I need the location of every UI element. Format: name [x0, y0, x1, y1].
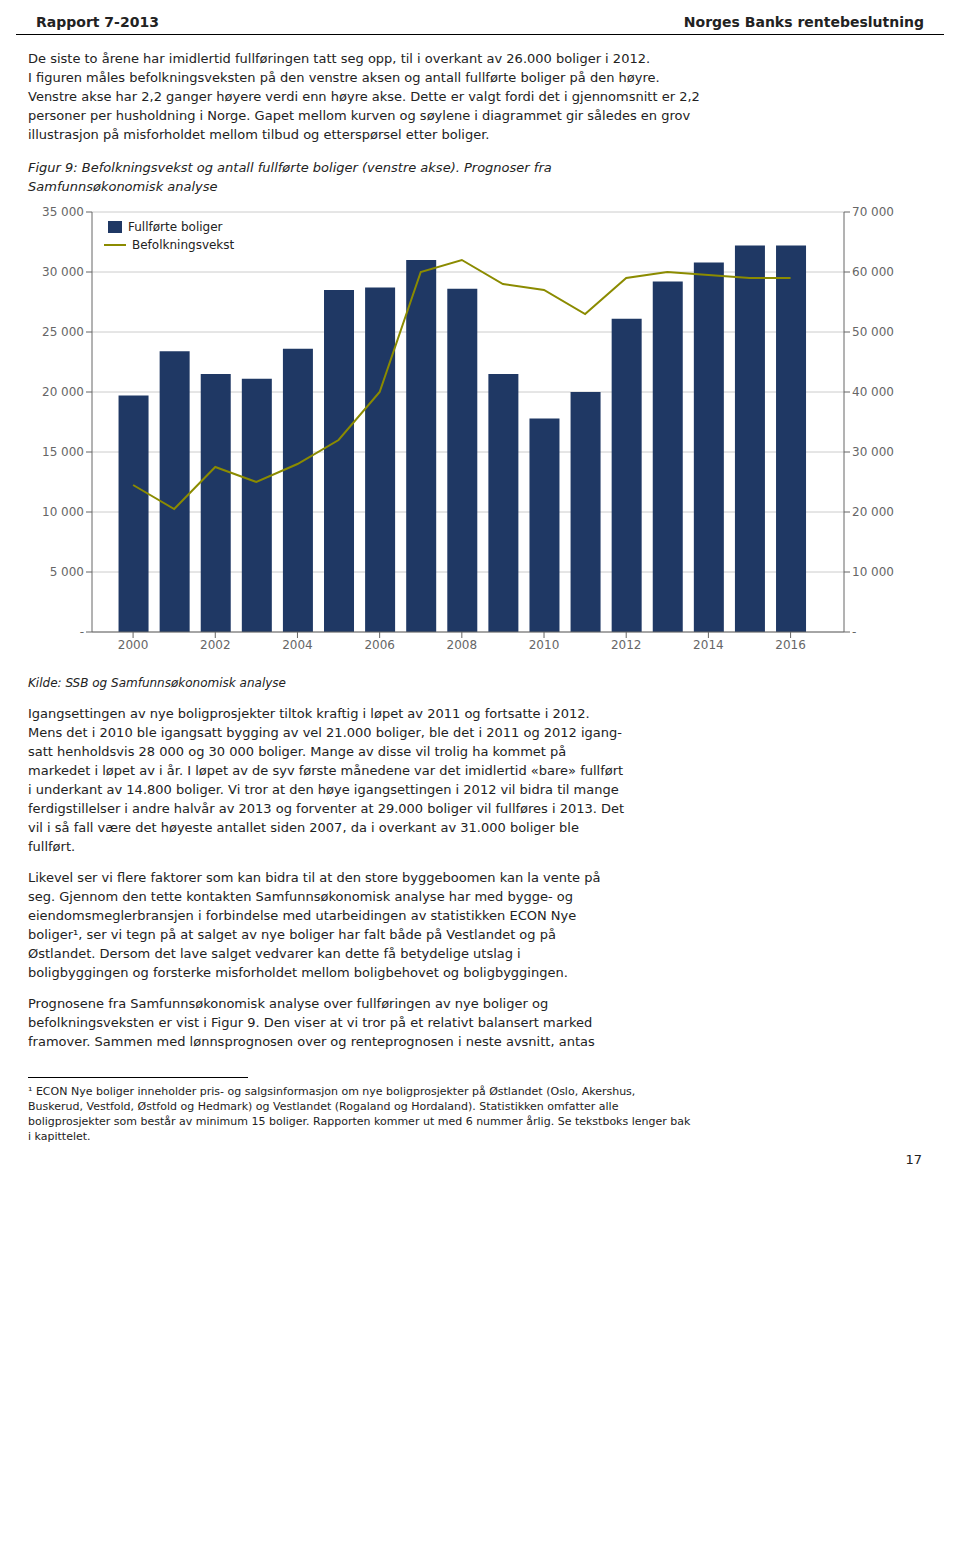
svg-text:10 000: 10 000 — [42, 505, 84, 519]
html-text:¹ ECON Nye boliger inneholder: ¹ ECON Nye boliger inneholder pris- og s… — [28, 1085, 636, 1098]
html-text:17: 17 — [905, 1152, 922, 1167]
html-text:Figur 9: Befolkningsvekst og a: Figur 9: Befolkningsvekst og antall full… — [28, 160, 552, 194]
html-text:i underkant av 14.800 boliger.: i underkant av 14.800 boliger. Vi tror a… — [28, 782, 619, 797]
svg-text:20 000: 20 000 — [852, 505, 894, 519]
html-text:Igangsettingen av nye boligpro: Igangsettingen av nye boligprosjekter ti… — [28, 706, 590, 721]
svg-text:2006: 2006 — [364, 638, 395, 652]
svg-text:2000: 2000 — [118, 638, 149, 652]
svg-text:30 000: 30 000 — [42, 265, 84, 279]
html-text:markedet i løpet av i år. I lø: markedet i løpet av i år. I løpet av de … — [28, 763, 624, 778]
svg-text:2004: 2004 — [282, 638, 313, 652]
html-text:Kilde: SSB og Samfunnsøkonomis: Kilde: SSB og Samfunnsøkonomisk analyse — [28, 676, 286, 690]
html-text:satt henholdsvis 28 000 og 30: satt henholdsvis 28 000 og 30 000 bolige… — [28, 744, 567, 759]
svg-text:2010: 2010 — [529, 638, 560, 652]
html-text:Fullførte boliger: Fullførte boliger — [128, 220, 223, 234]
html-text:De siste to årene har imidlert: De siste to årene har imidlertid fullfør… — [28, 51, 651, 66]
svg-text:2014: 2014 — [693, 638, 724, 652]
svg-text:2016: 2016 — [775, 638, 806, 652]
html-text:befolkningsveksten er vist i F: befolkningsveksten er vist i Figur 9. De… — [28, 1015, 593, 1030]
html-text:boligprosjekter som består av: boligprosjekter som består av minimum 15… — [28, 1115, 691, 1128]
html-text:personer per husholdning i Nor: personer per husholdning i Norge. Gapet … — [28, 108, 691, 123]
html-text:Østlandet. Dersom det lave sal: Østlandet. Dersom det lave salget vedvar… — [28, 946, 521, 961]
svg-text:2002: 2002 — [200, 638, 231, 652]
svg-text:50 000: 50 000 — [852, 325, 894, 339]
html-text:seg. Gjennom den tette kontakt: seg. Gjennom den tette kontakten Samfunn… — [28, 889, 573, 904]
html-text:Norges Banks rentebeslutning: Norges Banks rentebeslutning — [683, 14, 924, 30]
svg-text:35 000: 35 000 — [42, 205, 84, 219]
html-text:Buskerud, Vestfold, Østfold og: Buskerud, Vestfold, Østfold og Hedmark) … — [28, 1100, 619, 1113]
html-text:boliger¹, ser vi tegn på at sa: boliger¹, ser vi tegn på at salget av ny… — [28, 927, 556, 942]
html-text:I figuren måles befolkningsvek: I figuren måles befolkningsveksten på de… — [28, 70, 660, 85]
svg-text:15 000: 15 000 — [42, 445, 84, 459]
html-text:vil i så fall være det høyeste: vil i så fall være det høyeste antallet … — [28, 820, 579, 835]
svg-text:-: - — [852, 625, 856, 639]
svg-text:-: - — [80, 625, 84, 639]
svg-text:25 000: 25 000 — [42, 325, 84, 339]
svg-text:10 000: 10 000 — [852, 565, 894, 579]
html-text:Likevel ser vi flere faktorer: Likevel ser vi flere faktorer som kan bi… — [28, 870, 601, 885]
html-text:fullført.: fullført. — [28, 839, 76, 854]
svg-text:70 000: 70 000 — [852, 205, 894, 219]
svg-text:40 000: 40 000 — [852, 385, 894, 399]
html-text:Befolkningsvekst: Befolkningsvekst — [132, 238, 235, 252]
svg-text:60 000: 60 000 — [852, 265, 894, 279]
html-text:ferdigstillelser i andre halvå: ferdigstillelser i andre halvår av 2013 … — [28, 801, 625, 816]
html-text:boligbyggingen og forsterke mi: boligbyggingen og forsterke misforholdet… — [28, 965, 568, 980]
html-text:framover. Sammen med lønnsprog: framover. Sammen med lønnsprognosen over… — [28, 1034, 595, 1049]
svg-text:2012: 2012 — [611, 638, 642, 652]
html-text:i kapittelet.: i kapittelet. — [28, 1130, 91, 1143]
html-text:Rapport 7-2013: Rapport 7-2013 — [36, 14, 159, 30]
svg-text:20 000: 20 000 — [42, 385, 84, 399]
html-text:Mens det i 2010 ble igangsatt: Mens det i 2010 ble igangsatt bygging av… — [28, 725, 622, 740]
svg-text:30 000: 30 000 — [852, 445, 894, 459]
html-text:Prognosene fra Samfunnsøkonomi: Prognosene fra Samfunnsøkonomisk analyse… — [28, 996, 549, 1011]
html-text:Venstre akse har 2,2 ganger hø: Venstre akse har 2,2 ganger høyere verdi… — [28, 89, 700, 104]
svg-text:2008: 2008 — [447, 638, 478, 652]
html-text:eiendomsmeglerbransjen i forbi: eiendomsmeglerbransjen i forbindelse med… — [28, 908, 577, 923]
html-text:illustrasjon på misforholdet m: illustrasjon på misforholdet mellom tilb… — [28, 127, 490, 142]
svg-text:5 000: 5 000 — [50, 565, 84, 579]
